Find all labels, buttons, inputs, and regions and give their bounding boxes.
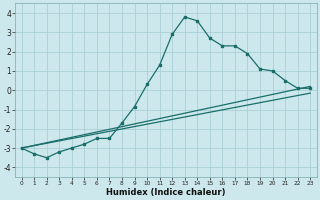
X-axis label: Humidex (Indice chaleur): Humidex (Indice chaleur) (106, 188, 226, 197)
